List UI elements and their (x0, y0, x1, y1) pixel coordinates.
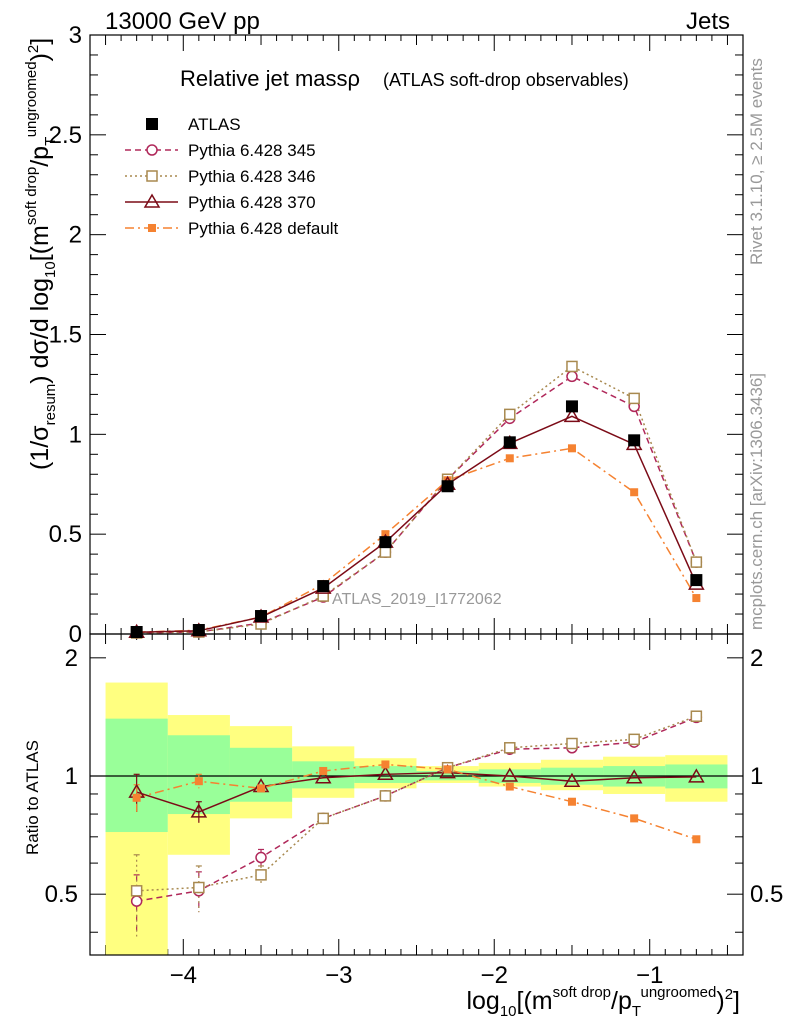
y-tick-label: 1.5 (49, 322, 82, 349)
data-point-atlas (628, 434, 641, 447)
legend-marker-p370 (143, 193, 161, 208)
data-point-pdef (630, 488, 639, 497)
legend-label-p370: Pythia 6.428 370 (188, 193, 316, 212)
ratio-point-pdef (319, 766, 328, 775)
ratio-point-p370 (625, 769, 643, 784)
rivet-version-label: Rivet 3.1.10, ≥ 2.5M events (747, 58, 766, 265)
legend-label-atlas: ATLAS (188, 115, 241, 134)
legend-marker-pdef (148, 224, 156, 232)
y-tick-label: 0 (69, 621, 82, 648)
ratio-y-tick-label-right: 1 (750, 763, 763, 790)
main-y-axis-label: (1/σresum) dσ/d log10[(msoft drop/pTungr… (23, 38, 59, 470)
legend-label-pdef: Pythia 6.428 default (188, 219, 339, 238)
data-point-atlas (503, 436, 516, 449)
ratio-point-p370 (688, 768, 705, 783)
legend-label-p346: Pythia 6.428 346 (188, 167, 316, 186)
data-point-p346 (566, 360, 578, 373)
watermark-label: ATLAS_2019_I1772062 (332, 591, 502, 608)
legend-label-p345: Pythia 6.428 345 (188, 141, 316, 160)
y-tick-label: 1 (69, 421, 82, 448)
ratio-line-p346 (136, 715, 697, 892)
y-tick-label: 2 (69, 222, 82, 249)
data-point-atlas (379, 536, 392, 549)
ratio-point-p345 (130, 895, 143, 907)
legend-marker-p346 (146, 170, 158, 182)
ratio-point-p346 (628, 733, 640, 746)
data-point-atlas (441, 480, 454, 493)
ratio-y-tick-label: 2 (65, 645, 78, 672)
ratio-point-p346 (379, 790, 392, 802)
header-jets-label: Jets (686, 8, 730, 35)
data-point-p346 (379, 546, 392, 558)
ratio-point-p346 (566, 737, 578, 750)
ratio-point-pdef (692, 835, 701, 844)
ratio-point-p370 (563, 772, 581, 787)
x-tick-label: −4 (170, 962, 197, 989)
data-point-atlas (690, 574, 703, 587)
ratio-y-tick-label-right: 2 (750, 645, 763, 672)
ratio-point-p346 (504, 742, 516, 754)
chart-subtitle: (ATLAS soft-drop observables) (383, 70, 629, 90)
data-point-atlas (317, 580, 330, 593)
legend-marker-atlas (146, 118, 158, 130)
ratio-point-pdef (443, 765, 452, 774)
ratio-point-p345 (255, 851, 267, 864)
ratio-point-p346 (255, 869, 267, 881)
data-point-p346 (504, 408, 516, 421)
data-point-atlas (255, 610, 268, 623)
data-point-pdef (692, 594, 701, 603)
ratio-point-p370 (377, 765, 394, 781)
x-tick-label: −1 (636, 962, 663, 989)
data-point-p346 (628, 392, 640, 405)
ratio-y-axis-label: Ratio to ATLAS (23, 740, 42, 855)
ratio-point-p346 (130, 885, 143, 897)
data-point-atlas (192, 624, 205, 637)
ratio-y-tick-label-right: 0.5 (750, 881, 783, 908)
ratio-line-p370 (136, 771, 697, 813)
ratio-point-p346 (317, 812, 329, 825)
x-axis-label: log10[(msoft drop/pTungroomed)2] (466, 984, 740, 1020)
series-line-pdef (136, 447, 698, 633)
data-point-p370 (563, 407, 581, 423)
ratio-point-p346 (690, 710, 703, 722)
legend-marker-p345 (146, 144, 158, 156)
ratio-plot-frame (89, 633, 744, 956)
ratio-point-pdef (630, 814, 639, 823)
ratio-point-pdef (381, 760, 390, 769)
ratio-line-pdef (136, 763, 697, 840)
data-point-pdef (567, 444, 576, 453)
series-line-p370 (136, 415, 698, 633)
ratio-point-pdef (505, 782, 514, 791)
mcplots-label: mcplots.cern.ch [arXiv:1306.3436] (747, 373, 766, 630)
y-tick-label: 2.5 (49, 122, 82, 149)
data-point-atlas (565, 400, 578, 413)
series-line-p345 (136, 375, 698, 634)
ratio-point-pdef (132, 793, 141, 802)
chart-title: Relative jet massρ (180, 66, 360, 91)
ratio-point-p346 (193, 881, 205, 894)
ratio-point-pdef (257, 784, 266, 793)
ratio-point-pdef (194, 777, 203, 786)
y-tick-label: 0.5 (49, 521, 82, 548)
ratio-y-tick-label: 1 (65, 763, 78, 790)
legend: ATLAS Pythia 6.428 345 Pythia 6.428 346 Pyt… (125, 115, 339, 238)
data-point-atlas (130, 626, 143, 639)
x-tick-label: −3 (325, 962, 352, 989)
header-energy-label: 13000 GeV pp (105, 8, 260, 35)
ratio-y-tick-label: 0.5 (45, 881, 78, 908)
data-point-p345 (566, 370, 578, 383)
ratio-point-p370 (314, 769, 332, 784)
ratio-point-pdef (567, 797, 576, 806)
ratio-band-inner (229, 747, 293, 802)
data-point-pdef (505, 454, 514, 463)
y-tick-label: 3 (69, 22, 82, 49)
ratio-point-p370 (501, 767, 519, 782)
ratio-point-p370 (190, 803, 208, 818)
data-point-p346 (690, 556, 703, 568)
x-tick-label: −2 (481, 962, 508, 989)
